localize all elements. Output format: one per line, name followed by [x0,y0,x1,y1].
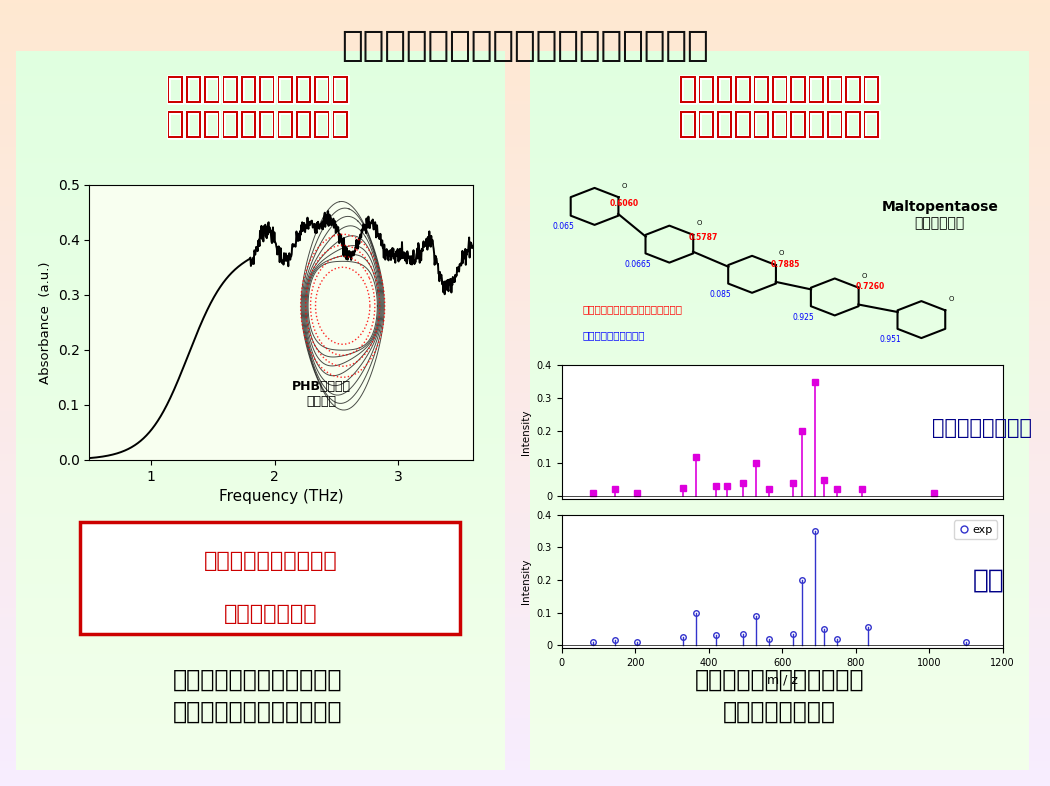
Text: イオン化エネルギーによる
スペクトルの予測: イオン化エネルギーによる スペクトルの予測 [694,668,864,723]
Text: 0.925: 0.925 [793,313,814,321]
Y-axis label: Absorbance  (a.u.): Absorbance (a.u.) [39,261,51,384]
Text: 0.7885: 0.7885 [771,259,800,269]
Text: Maltopentaose
テスト計算例: Maltopentaose テスト計算例 [881,200,999,230]
Text: 0.065: 0.065 [552,222,574,231]
Text: 糖質量分析のフラグメン
ト予測シミュレータ開発: 糖質量分析のフラグメン ト予測シミュレータ開発 [678,75,880,138]
Text: 0.085: 0.085 [710,290,732,299]
Text: 0.6060: 0.6060 [610,200,638,208]
Text: 0.5787: 0.5787 [688,233,717,242]
Y-axis label: Intensity: Intensity [521,559,531,604]
Text: 0.951: 0.951 [879,335,901,344]
Text: テラヘルツ波のスペク
トルシミュレータ開発: テラヘルツ波のスペク トルシミュレータ開発 [166,75,349,138]
Text: 青字・・・脱水素確率: 青字・・・脱水素確率 [583,330,646,340]
X-axis label: m / z: m / z [766,674,798,687]
Text: O: O [622,182,627,189]
Text: O: O [948,296,953,302]
Text: スペクトルと構造の相: スペクトルと構造の相 [204,552,337,571]
Text: O: O [696,220,701,226]
Text: 0.0665: 0.0665 [625,259,651,269]
X-axis label: Frequency (THz): Frequency (THz) [218,489,343,504]
Text: 関は未解明領域: 関は未解明領域 [224,604,317,624]
Y-axis label: Intensity: Intensity [521,410,531,455]
Text: 赤字・・・グリコシド結合切断確率: 赤字・・・グリコシド結合切断確率 [583,304,682,314]
Text: O: O [862,273,867,279]
Text: PHBポリマー
高次構造: PHBポリマー 高次構造 [292,380,351,408]
Text: シミュレーション: シミュレーション [931,418,1032,439]
Text: 0.7260: 0.7260 [856,282,885,292]
Text: 実験: 実験 [973,567,1005,593]
Text: 計算化学と実験の融合に関する研究例: 計算化学と実験の融合に関する研究例 [341,29,709,63]
Text: O: O [779,251,784,256]
Legend: exp: exp [953,520,997,539]
Text: 第一原理計算・分子動力学
計算からのスペクトル予測: 第一原理計算・分子動力学 計算からのスペクトル予測 [172,668,342,723]
